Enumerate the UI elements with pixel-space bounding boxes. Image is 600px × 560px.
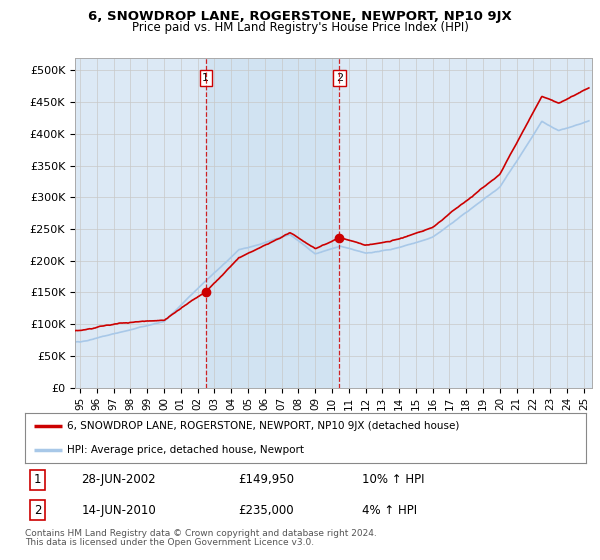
Text: 10% ↑ HPI: 10% ↑ HPI: [362, 473, 424, 486]
Text: 6, SNOWDROP LANE, ROGERSTONE, NEWPORT, NP10 9JX: 6, SNOWDROP LANE, ROGERSTONE, NEWPORT, N…: [88, 10, 512, 23]
Text: 4% ↑ HPI: 4% ↑ HPI: [362, 503, 417, 516]
Text: £235,000: £235,000: [238, 503, 294, 516]
Text: 1: 1: [202, 73, 209, 83]
Text: Price paid vs. HM Land Registry's House Price Index (HPI): Price paid vs. HM Land Registry's House …: [131, 21, 469, 34]
Text: 14-JUN-2010: 14-JUN-2010: [82, 503, 156, 516]
Text: 2: 2: [34, 503, 41, 516]
Text: 2: 2: [336, 73, 343, 83]
Text: 6, SNOWDROP LANE, ROGERSTONE, NEWPORT, NP10 9JX (detached house): 6, SNOWDROP LANE, ROGERSTONE, NEWPORT, N…: [67, 421, 460, 431]
Bar: [206, 58, 340, 388]
Text: £149,950: £149,950: [238, 473, 295, 486]
Text: HPI: Average price, detached house, Newport: HPI: Average price, detached house, Newp…: [67, 445, 304, 455]
Text: 28-JUN-2002: 28-JUN-2002: [82, 473, 156, 486]
Text: 1: 1: [34, 473, 41, 486]
Text: This data is licensed under the Open Government Licence v3.0.: This data is licensed under the Open Gov…: [25, 538, 314, 547]
Text: Contains HM Land Registry data © Crown copyright and database right 2024.: Contains HM Land Registry data © Crown c…: [25, 529, 377, 538]
